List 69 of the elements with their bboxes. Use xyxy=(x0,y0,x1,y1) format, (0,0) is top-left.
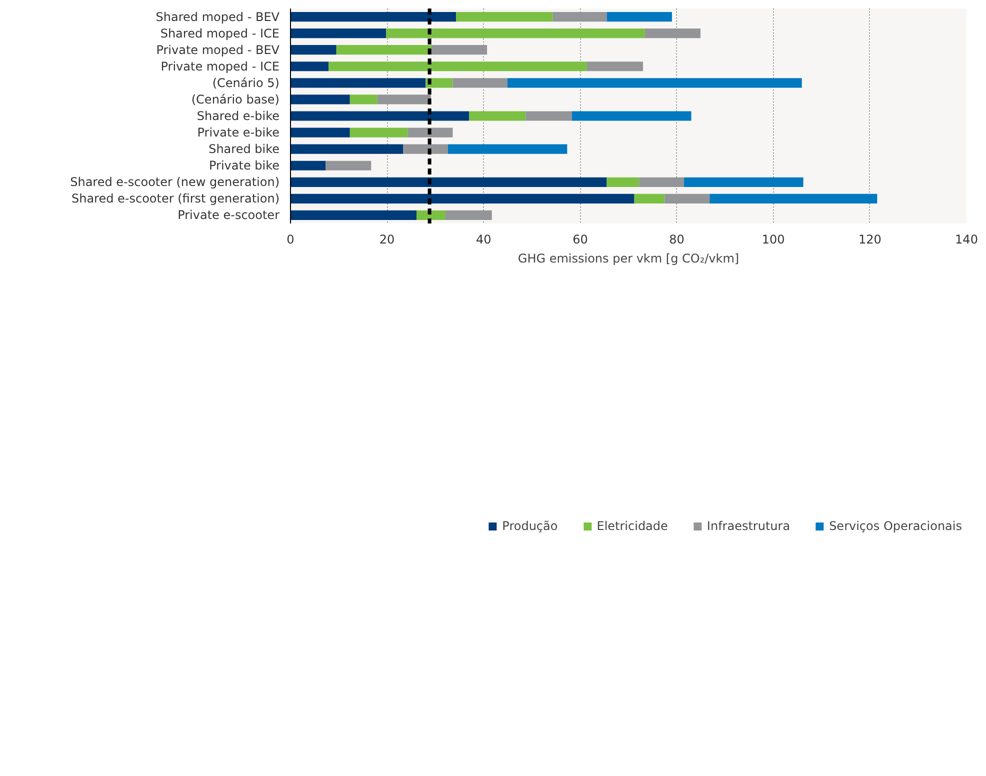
y-tick-label: Shared bike xyxy=(208,142,280,156)
bar xyxy=(606,12,672,22)
bar xyxy=(639,177,684,187)
bar xyxy=(290,45,336,55)
bar xyxy=(290,111,470,121)
bar xyxy=(290,94,350,104)
bar xyxy=(336,45,432,55)
y-tick-label: (Cenário base) xyxy=(191,92,280,106)
x-tick-label: 60 xyxy=(572,232,588,246)
bar xyxy=(290,177,607,187)
x-axis-title: GHG emissions per vkm [g CO₂/vkm] xyxy=(518,252,740,266)
bar xyxy=(290,160,326,170)
y-tick-label: Shared moped - BEV xyxy=(156,10,280,24)
bar xyxy=(664,194,710,204)
bar xyxy=(469,111,526,121)
bar xyxy=(452,78,508,88)
bar xyxy=(572,111,692,121)
y-tick-label: Shared e-scooter (new generation) xyxy=(70,175,280,190)
x-tick-label: 80 xyxy=(669,232,684,246)
x-tick-label: 0 xyxy=(286,232,294,246)
bar xyxy=(416,210,446,220)
bar xyxy=(403,144,448,154)
bar xyxy=(408,128,453,138)
bar xyxy=(386,28,645,38)
y-tick-label: Shared moped - ICE xyxy=(160,26,280,40)
bar xyxy=(644,28,700,38)
bar xyxy=(350,128,408,138)
bar xyxy=(684,177,804,187)
bar xyxy=(448,144,568,154)
bar xyxy=(290,194,634,204)
bar xyxy=(552,12,607,22)
y-tick-label: Private moped - ICE xyxy=(160,59,280,74)
legend-label: Infraestrutura xyxy=(706,519,790,533)
bar xyxy=(710,194,878,204)
bar xyxy=(326,160,372,170)
bar xyxy=(290,128,350,138)
bar xyxy=(445,210,492,220)
bar xyxy=(290,28,386,38)
bar xyxy=(507,78,802,88)
legend-label: Produção xyxy=(502,519,558,533)
y-tick-label: Private e-bike xyxy=(197,126,280,140)
bar xyxy=(586,62,643,72)
bar xyxy=(328,62,587,72)
x-tick-label: 40 xyxy=(476,232,492,246)
x-tick-label: 140 xyxy=(955,232,978,246)
y-tick-label: Private e-scooter xyxy=(178,208,280,222)
legend-label: Serviços Operacionais xyxy=(829,519,962,533)
bar xyxy=(426,78,453,88)
bar xyxy=(456,12,553,22)
y-tick-label: Private moped - BEV xyxy=(156,42,280,57)
bar xyxy=(290,12,456,22)
y-tick-label: Private bike xyxy=(208,158,280,173)
bar xyxy=(290,210,417,220)
bar xyxy=(290,144,404,154)
y-tick-label: (Cenário 5) xyxy=(212,76,280,90)
y-tick-label: Shared e-scooter (first generation) xyxy=(71,192,280,206)
bar xyxy=(290,62,329,72)
bar xyxy=(290,78,426,88)
x-tick-label: 120 xyxy=(858,232,882,246)
bar xyxy=(606,177,640,187)
bar xyxy=(526,111,572,121)
bar xyxy=(431,45,488,55)
y-tick-label: Shared e-bike xyxy=(196,109,280,123)
bar xyxy=(634,194,665,204)
legend-label: Eletricidade xyxy=(596,519,668,533)
bar xyxy=(350,94,378,104)
x-tick-label: 20 xyxy=(379,232,395,246)
x-tick-label: 100 xyxy=(762,232,785,246)
bar xyxy=(377,94,432,104)
